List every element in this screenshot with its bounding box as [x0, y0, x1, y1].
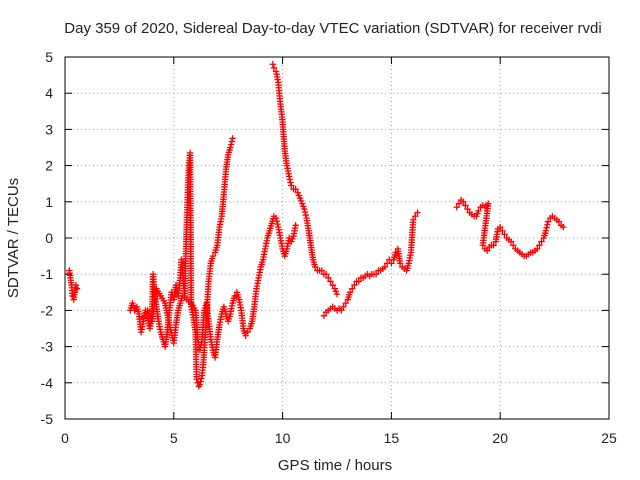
data-point: [543, 224, 550, 231]
data-point: [409, 216, 417, 224]
data-point: [131, 307, 138, 314]
data-point: [229, 135, 236, 142]
data-point: [351, 281, 358, 289]
data-point: [453, 204, 460, 211]
y-tick-label: -4: [41, 375, 54, 391]
data-point: [388, 260, 395, 267]
y-tick-label: -5: [41, 411, 54, 427]
data-point: [285, 173, 293, 180]
data-point: [372, 271, 380, 278]
data-point: [396, 260, 404, 267]
data-point: [72, 281, 80, 289]
data-point: [302, 211, 310, 219]
data-point: [228, 138, 236, 145]
data-point: [327, 278, 334, 285]
data-point: [242, 332, 249, 339]
data-point: [285, 234, 293, 242]
x-tick-label: 5: [170, 430, 178, 446]
data-point: [475, 207, 482, 215]
data-point: [533, 245, 541, 253]
y-tick-label: -1: [41, 266, 54, 282]
y-tick-label: 5: [45, 49, 53, 65]
data-point: [227, 144, 234, 151]
y-tick-label: -2: [41, 302, 54, 318]
data-point: [209, 252, 217, 260]
y-tick-label: 0: [45, 230, 53, 246]
data-point: [322, 271, 330, 278]
data-point: [329, 281, 336, 289]
tick-layer: 0 5 10 15 20 25 -5 -4 -3 -2 -1 0 1 2 3 4 5: [41, 49, 617, 446]
data-point: [455, 200, 463, 207]
data-point: [269, 61, 277, 68]
data-point: [325, 274, 332, 282]
data-point: [320, 312, 328, 320]
y-axis-label: SDTVAR / TECUs: [5, 178, 22, 298]
data-point: [460, 198, 467, 205]
data-point: [342, 299, 349, 307]
data-point: [338, 307, 345, 314]
data-point: [560, 223, 567, 231]
data-point: [346, 289, 354, 296]
data-point: [292, 222, 299, 229]
data-point: [286, 176, 294, 183]
data-point: [501, 231, 508, 238]
data-point: [349, 285, 356, 292]
data-point: [272, 214, 280, 222]
data-point: [198, 375, 205, 382]
data-point: [555, 218, 563, 225]
x-axis-label: GPS time / hours: [278, 457, 392, 474]
data-point: [340, 303, 347, 310]
data-point: [270, 64, 278, 72]
data-point: [73, 285, 81, 292]
data-point: [414, 209, 421, 216]
data-point: [274, 220, 281, 228]
x-tick-label: 0: [61, 430, 69, 446]
data-point: [507, 238, 515, 245]
data-point: [231, 292, 238, 300]
y-tick-label: 1: [45, 194, 53, 210]
x-tick-label: 20: [492, 430, 508, 446]
data-point: [464, 205, 471, 213]
data-point: [542, 227, 550, 234]
data-point: [381, 263, 389, 271]
data-point: [301, 205, 308, 213]
data-point: [479, 242, 486, 249]
x-tick-label: 25: [601, 430, 617, 446]
y-tick-label: 3: [45, 121, 53, 137]
data-point: [196, 381, 204, 388]
data-point: [287, 179, 294, 186]
data-point: [288, 182, 295, 189]
data-point: [412, 213, 419, 220]
data-point: [273, 217, 280, 225]
data-point: [318, 267, 325, 274]
y-tick-label: -3: [41, 339, 54, 355]
data-point: [333, 290, 341, 298]
data-point: [510, 242, 517, 249]
data-point: [227, 141, 235, 148]
y-tick-label: 4: [45, 85, 53, 101]
y-tick-label: 2: [45, 158, 53, 174]
data-point: [499, 227, 506, 234]
data-points: [66, 61, 567, 390]
chart-title: Day 359 of 2020, Sidereal Day-to-day VTE…: [64, 20, 601, 37]
data-point: [312, 263, 319, 271]
data-point: [544, 218, 552, 225]
data-point: [483, 247, 491, 254]
data-point: [301, 208, 309, 216]
grid-layer: [65, 57, 609, 419]
data-point: [538, 238, 545, 245]
data-point: [462, 202, 469, 209]
x-tick-label: 10: [275, 430, 291, 446]
data-point: [544, 221, 551, 228]
data-point: [536, 242, 543, 249]
data-point: [292, 185, 299, 193]
data-point: [490, 242, 497, 249]
x-tick-label: 15: [384, 430, 400, 446]
data-point: [244, 328, 251, 336]
data-point: [497, 223, 504, 231]
data-point: [355, 278, 362, 285]
data-point: [197, 378, 204, 385]
